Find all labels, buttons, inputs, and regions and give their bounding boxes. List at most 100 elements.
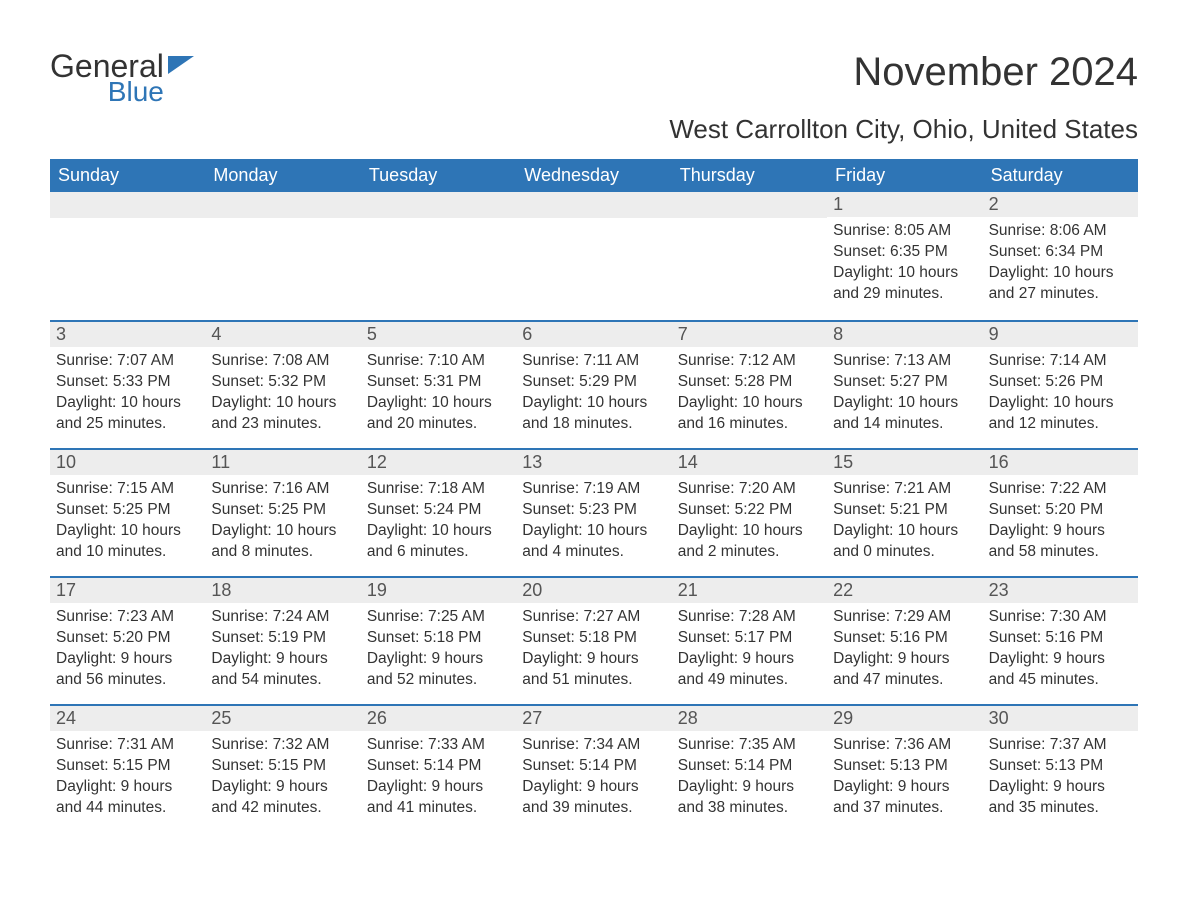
sunset-line: Sunset: 5:14 PM — [522, 756, 665, 777]
sunset-line: Sunset: 5:15 PM — [56, 756, 199, 777]
sunrise-line: Sunrise: 7:23 AM — [56, 607, 199, 628]
day-details: Sunrise: 7:16 AMSunset: 5:25 PMDaylight:… — [205, 475, 360, 573]
day-details: Sunrise: 7:24 AMSunset: 5:19 PMDaylight:… — [205, 603, 360, 701]
daylight-line: Daylight: 9 hours and 38 minutes. — [678, 777, 821, 819]
sunset-line: Sunset: 5:19 PM — [211, 628, 354, 649]
day-number: 28 — [672, 706, 827, 731]
location-subtitle: West Carrollton City, Ohio, United State… — [50, 114, 1138, 145]
day-number: 27 — [516, 706, 671, 731]
daylight-line: Daylight: 10 hours and 25 minutes. — [56, 393, 199, 435]
day-details: Sunrise: 7:28 AMSunset: 5:17 PMDaylight:… — [672, 603, 827, 701]
day-details: Sunrise: 7:31 AMSunset: 5:15 PMDaylight:… — [50, 731, 205, 829]
day-number: 25 — [205, 706, 360, 731]
daylight-line: Daylight: 9 hours and 37 minutes. — [833, 777, 976, 819]
sunset-line: Sunset: 5:16 PM — [833, 628, 976, 649]
calendar-day-cell: 1Sunrise: 8:05 AMSunset: 6:35 PMDaylight… — [827, 192, 982, 320]
day-number: 24 — [50, 706, 205, 731]
daylight-line: Daylight: 10 hours and 10 minutes. — [56, 521, 199, 563]
calendar-day-cell: 24Sunrise: 7:31 AMSunset: 5:15 PMDayligh… — [50, 706, 205, 832]
calendar-day-cell: 20Sunrise: 7:27 AMSunset: 5:18 PMDayligh… — [516, 578, 671, 704]
sunrise-line: Sunrise: 7:16 AM — [211, 479, 354, 500]
sunrise-line: Sunrise: 8:06 AM — [989, 221, 1132, 242]
sunset-line: Sunset: 5:13 PM — [833, 756, 976, 777]
daylight-line: Daylight: 9 hours and 54 minutes. — [211, 649, 354, 691]
day-number: 17 — [50, 578, 205, 603]
day-details: Sunrise: 7:36 AMSunset: 5:13 PMDaylight:… — [827, 731, 982, 829]
calendar-week-row: 24Sunrise: 7:31 AMSunset: 5:15 PMDayligh… — [50, 704, 1138, 832]
empty-day — [516, 192, 671, 218]
sunrise-line: Sunrise: 7:32 AM — [211, 735, 354, 756]
calendar-week-row: 17Sunrise: 7:23 AMSunset: 5:20 PMDayligh… — [50, 576, 1138, 704]
sunset-line: Sunset: 5:20 PM — [56, 628, 199, 649]
sunrise-line: Sunrise: 7:19 AM — [522, 479, 665, 500]
daylight-line: Daylight: 10 hours and 0 minutes. — [833, 521, 976, 563]
daylight-line: Daylight: 9 hours and 51 minutes. — [522, 649, 665, 691]
calendar-day-cell: 17Sunrise: 7:23 AMSunset: 5:20 PMDayligh… — [50, 578, 205, 704]
sunset-line: Sunset: 5:26 PM — [989, 372, 1132, 393]
sunrise-line: Sunrise: 7:24 AM — [211, 607, 354, 628]
sunrise-line: Sunrise: 7:30 AM — [989, 607, 1132, 628]
sunset-line: Sunset: 5:20 PM — [989, 500, 1132, 521]
day-details: Sunrise: 7:25 AMSunset: 5:18 PMDaylight:… — [361, 603, 516, 701]
day-details: Sunrise: 7:20 AMSunset: 5:22 PMDaylight:… — [672, 475, 827, 573]
calendar-day-cell: 2Sunrise: 8:06 AMSunset: 6:34 PMDaylight… — [983, 192, 1138, 320]
sunrise-line: Sunrise: 7:28 AM — [678, 607, 821, 628]
calendar-day-cell: 22Sunrise: 7:29 AMSunset: 5:16 PMDayligh… — [827, 578, 982, 704]
daylight-line: Daylight: 9 hours and 45 minutes. — [989, 649, 1132, 691]
day-details: Sunrise: 8:06 AMSunset: 6:34 PMDaylight:… — [983, 217, 1138, 315]
calendar-week-row: 1Sunrise: 8:05 AMSunset: 6:35 PMDaylight… — [50, 192, 1138, 320]
daylight-line: Daylight: 10 hours and 4 minutes. — [522, 521, 665, 563]
day-number: 1 — [827, 192, 982, 217]
daylight-line: Daylight: 9 hours and 44 minutes. — [56, 777, 199, 819]
daylight-line: Daylight: 10 hours and 29 minutes. — [833, 263, 976, 305]
day-details: Sunrise: 7:30 AMSunset: 5:16 PMDaylight:… — [983, 603, 1138, 701]
day-number: 6 — [516, 322, 671, 347]
weekday-header: Saturday — [983, 159, 1138, 192]
day-details: Sunrise: 7:35 AMSunset: 5:14 PMDaylight:… — [672, 731, 827, 829]
calendar-day-cell: 6Sunrise: 7:11 AMSunset: 5:29 PMDaylight… — [516, 322, 671, 448]
day-details: Sunrise: 8:05 AMSunset: 6:35 PMDaylight:… — [827, 217, 982, 315]
sunset-line: Sunset: 5:14 PM — [678, 756, 821, 777]
day-number: 22 — [827, 578, 982, 603]
empty-day — [205, 192, 360, 218]
daylight-line: Daylight: 9 hours and 58 minutes. — [989, 521, 1132, 563]
sunrise-line: Sunrise: 7:27 AM — [522, 607, 665, 628]
day-number: 9 — [983, 322, 1138, 347]
day-details: Sunrise: 7:27 AMSunset: 5:18 PMDaylight:… — [516, 603, 671, 701]
calendar-day-cell: 3Sunrise: 7:07 AMSunset: 5:33 PMDaylight… — [50, 322, 205, 448]
day-number: 26 — [361, 706, 516, 731]
weekday-header-row: SundayMondayTuesdayWednesdayThursdayFrid… — [50, 159, 1138, 192]
day-number: 15 — [827, 450, 982, 475]
calendar-day-cell: 12Sunrise: 7:18 AMSunset: 5:24 PMDayligh… — [361, 450, 516, 576]
weekday-header: Thursday — [672, 159, 827, 192]
sunrise-line: Sunrise: 7:14 AM — [989, 351, 1132, 372]
sunset-line: Sunset: 5:29 PM — [522, 372, 665, 393]
sunrise-line: Sunrise: 7:35 AM — [678, 735, 821, 756]
day-details: Sunrise: 7:13 AMSunset: 5:27 PMDaylight:… — [827, 347, 982, 445]
calendar-day-cell: 4Sunrise: 7:08 AMSunset: 5:32 PMDaylight… — [205, 322, 360, 448]
brand-logo: General Blue — [50, 50, 194, 106]
calendar-day-cell: 23Sunrise: 7:30 AMSunset: 5:16 PMDayligh… — [983, 578, 1138, 704]
sunset-line: Sunset: 5:27 PM — [833, 372, 976, 393]
sunrise-line: Sunrise: 7:34 AM — [522, 735, 665, 756]
sunrise-line: Sunrise: 7:08 AM — [211, 351, 354, 372]
sunset-line: Sunset: 5:13 PM — [989, 756, 1132, 777]
sunrise-line: Sunrise: 7:33 AM — [367, 735, 510, 756]
sunrise-line: Sunrise: 7:11 AM — [522, 351, 665, 372]
daylight-line: Daylight: 10 hours and 12 minutes. — [989, 393, 1132, 435]
sunrise-line: Sunrise: 7:31 AM — [56, 735, 199, 756]
calendar-day-cell: 25Sunrise: 7:32 AMSunset: 5:15 PMDayligh… — [205, 706, 360, 832]
daylight-line: Daylight: 9 hours and 35 minutes. — [989, 777, 1132, 819]
calendar-day-cell: 7Sunrise: 7:12 AMSunset: 5:28 PMDaylight… — [672, 322, 827, 448]
day-details: Sunrise: 7:22 AMSunset: 5:20 PMDaylight:… — [983, 475, 1138, 573]
daylight-line: Daylight: 9 hours and 56 minutes. — [56, 649, 199, 691]
sunrise-line: Sunrise: 7:37 AM — [989, 735, 1132, 756]
day-details: Sunrise: 7:23 AMSunset: 5:20 PMDaylight:… — [50, 603, 205, 701]
day-number: 7 — [672, 322, 827, 347]
sunrise-line: Sunrise: 7:13 AM — [833, 351, 976, 372]
sunrise-line: Sunrise: 7:29 AM — [833, 607, 976, 628]
day-details: Sunrise: 7:19 AMSunset: 5:23 PMDaylight:… — [516, 475, 671, 573]
sunset-line: Sunset: 5:21 PM — [833, 500, 976, 521]
calendar-day-cell: 5Sunrise: 7:10 AMSunset: 5:31 PMDaylight… — [361, 322, 516, 448]
calendar-day-cell: 8Sunrise: 7:13 AMSunset: 5:27 PMDaylight… — [827, 322, 982, 448]
